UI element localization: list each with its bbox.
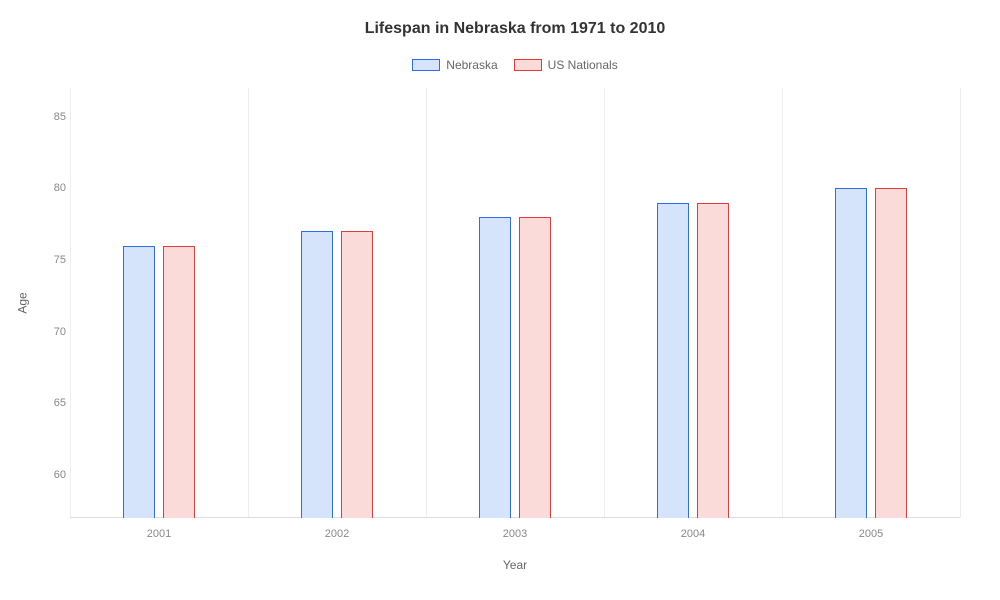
bar: [519, 217, 551, 518]
legend-item-usnationals: US Nationals: [514, 58, 618, 72]
y-axis: 60 65 70 75 80 85: [30, 88, 66, 518]
x-tick-label: 2001: [147, 528, 171, 540]
bar: [875, 188, 907, 518]
bars-layer: [70, 88, 960, 518]
chart-container: Lifespan in Nebraska from 1971 to 2010 N…: [0, 0, 1000, 600]
bar: [697, 203, 729, 518]
chart-title: Lifespan in Nebraska from 1971 to 2010: [70, 20, 960, 38]
y-tick: 80: [30, 182, 66, 194]
legend-label-usnationals: US Nationals: [548, 58, 618, 72]
legend-swatch-usnationals: [514, 59, 542, 71]
bar: [835, 188, 867, 518]
bar: [341, 231, 373, 518]
legend-item-nebraska: Nebraska: [412, 58, 497, 72]
y-tick: 75: [30, 254, 66, 266]
vertical-gridline: [960, 88, 961, 518]
legend: Nebraska US Nationals: [70, 58, 960, 72]
y-tick: 85: [30, 111, 66, 123]
y-tick: 65: [30, 397, 66, 409]
x-axis-label: Year: [503, 558, 527, 572]
bar: [301, 231, 333, 518]
x-tick-label: 2002: [325, 528, 349, 540]
y-axis-label: Age: [16, 292, 30, 313]
legend-label-nebraska: Nebraska: [446, 58, 497, 72]
x-tick-label: 2003: [503, 528, 527, 540]
bar: [123, 246, 155, 518]
x-tick-label: 2005: [859, 528, 883, 540]
legend-swatch-nebraska: [412, 59, 440, 71]
plot-area: Age 606570758085 20012002200320042005 Ye…: [70, 88, 960, 518]
bar: [163, 246, 195, 518]
bar: [657, 203, 689, 518]
y-tick: 70: [30, 326, 66, 338]
x-tick-label: 2004: [681, 528, 705, 540]
bar: [479, 217, 511, 518]
y-tick: 60: [30, 469, 66, 481]
